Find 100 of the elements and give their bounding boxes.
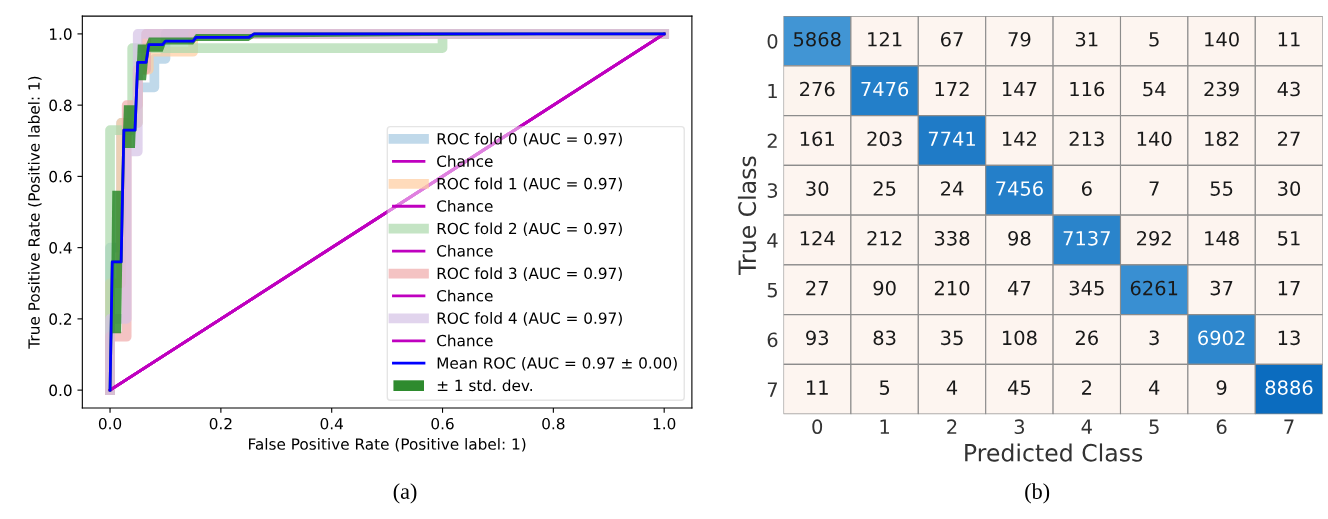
y-tick-label: 0 [767,33,778,49]
data-label: 3 [1149,330,1159,346]
y-tick-label: 3 [767,183,778,198]
data-label: 182 [1205,131,1239,147]
data-label: 7137 [1063,230,1110,246]
data-label: 31 [1075,31,1098,47]
x-tick-label: 4 [1081,419,1092,434]
legend-label: Chance [437,155,493,167]
data-label: 140 [1137,131,1172,147]
legend-label: Chance [437,200,493,212]
data-label: 7476 [861,81,909,97]
y-tick-label: 5 [767,282,777,298]
data-label: 83 [873,330,896,346]
data-label: 11 [1278,32,1300,47]
x-tick-label: 6 [1216,419,1227,435]
data-label: 7456 [996,181,1043,196]
data-label: 79 [1008,31,1031,47]
text: (a) [393,483,417,504]
data-label: 7741 [928,131,975,146]
data-label: 4 [1148,380,1160,395]
data-label: 45 [1007,380,1031,395]
x-tick-label: 1.0 [653,417,676,430]
data-label: 98 [1008,230,1031,246]
data-label: 239 [1204,81,1239,97]
data-label: 17 [1278,280,1300,296]
data-label: 276 [800,81,835,97]
data-label: 147 [1002,81,1037,97]
legend-label: Chance [437,244,493,257]
legend-label: ROC fold 0 (AUC = 0.97) [437,132,622,147]
y-tick-label: 4 [767,233,778,248]
data-label: 90 [873,280,896,296]
data-label: 55 [1210,181,1233,196]
data-label: 30 [1278,181,1301,196]
legend-label: ROC fold 2 (AUC = 0.97) [437,222,622,237]
x-axis-title: False Positive Rate (Positive label: 1) [249,438,526,452]
x-tick-label: 3 [1014,419,1025,435]
data-label: 345 [1069,280,1104,296]
data-label: 47 [1007,280,1031,296]
data-label: 203 [867,131,902,147]
y-tick-label: 6 [767,332,778,348]
data-label: 93 [806,330,829,346]
data-label: 8886 [1265,380,1313,395]
y-tick-label: 0.2 [49,313,72,325]
legend-label: Chance [437,289,493,302]
data-label: 7 [1149,181,1159,196]
data-label: 6 [1081,181,1092,196]
x-tick-label: 0 [812,419,823,435]
data-label: 121 [868,31,902,47]
data-label: 4 [946,380,958,395]
data-label: 13 [1278,330,1300,346]
data-label: 54 [1143,81,1166,97]
data-label: 5 [879,380,890,395]
data-label: 6261 [1130,280,1178,296]
y-tick-label: 7 [767,382,777,397]
y-tick-label: 1.0 [50,28,72,40]
data-label: 161 [800,131,834,147]
x-tick-label: 0.4 [320,417,343,430]
y-tick-label: 0.8 [49,99,72,112]
x-tick-label: 0.2 [209,417,232,430]
data-label: 51 [1278,231,1300,246]
data-label: 30 [806,181,829,196]
y-tick-label: 0.0 [49,384,72,397]
data-label: 338 [934,230,970,246]
data-label: 67 [941,31,963,47]
y-tick-label: 0.4 [49,242,72,254]
legend-label: ROC fold 4 (AUC = 0.97) [437,312,622,326]
data-label: 148 [1205,230,1239,246]
data-label: 172 [935,81,969,97]
data-label: 6902 [1198,330,1245,346]
data-label: 210 [934,280,970,296]
data-label: 11 [806,380,828,395]
x-tick-label: 0.0 [98,417,122,430]
data-label: 35 [941,330,963,346]
legend-label: ROC fold 3 (AUC = 0.97) [437,267,622,281]
text: (b) [1025,483,1050,504]
data-label: 27 [1278,131,1300,146]
data-label: 5 [1149,32,1159,47]
y-axis-title: True Class [737,156,757,276]
y-axis-title: True Positive Rate (Positive label: 1) [27,76,42,349]
x-tick-label: 0.8 [542,417,565,430]
data-label: 116 [1070,81,1105,97]
y-tick-label: 2 [767,133,777,148]
data-label: 142 [1002,131,1037,146]
data-label: 26 [1075,330,1098,346]
data-label: 25 [873,181,896,196]
y-tick-label: 1 [768,83,777,99]
data-label: 24 [941,181,964,196]
y-tick-label: 0.6 [49,170,72,183]
data-label: 212 [867,230,902,246]
data-label: 124 [800,230,835,246]
data-label: 37 [1210,280,1233,296]
data-label: 9 [1216,380,1227,395]
data-label: 5868 [793,31,841,47]
data-label: 43 [1277,81,1300,97]
legend-label: Mean ROC (AUC = 0.97 ± 0.00) [437,356,677,371]
x-axis-title: Predicted Class [965,443,1143,462]
x-tick-label: 1 [880,419,889,434]
data-label: 140 [1205,31,1239,47]
x-tick-label: 2 [947,419,957,434]
data-label: 27 [806,280,828,296]
